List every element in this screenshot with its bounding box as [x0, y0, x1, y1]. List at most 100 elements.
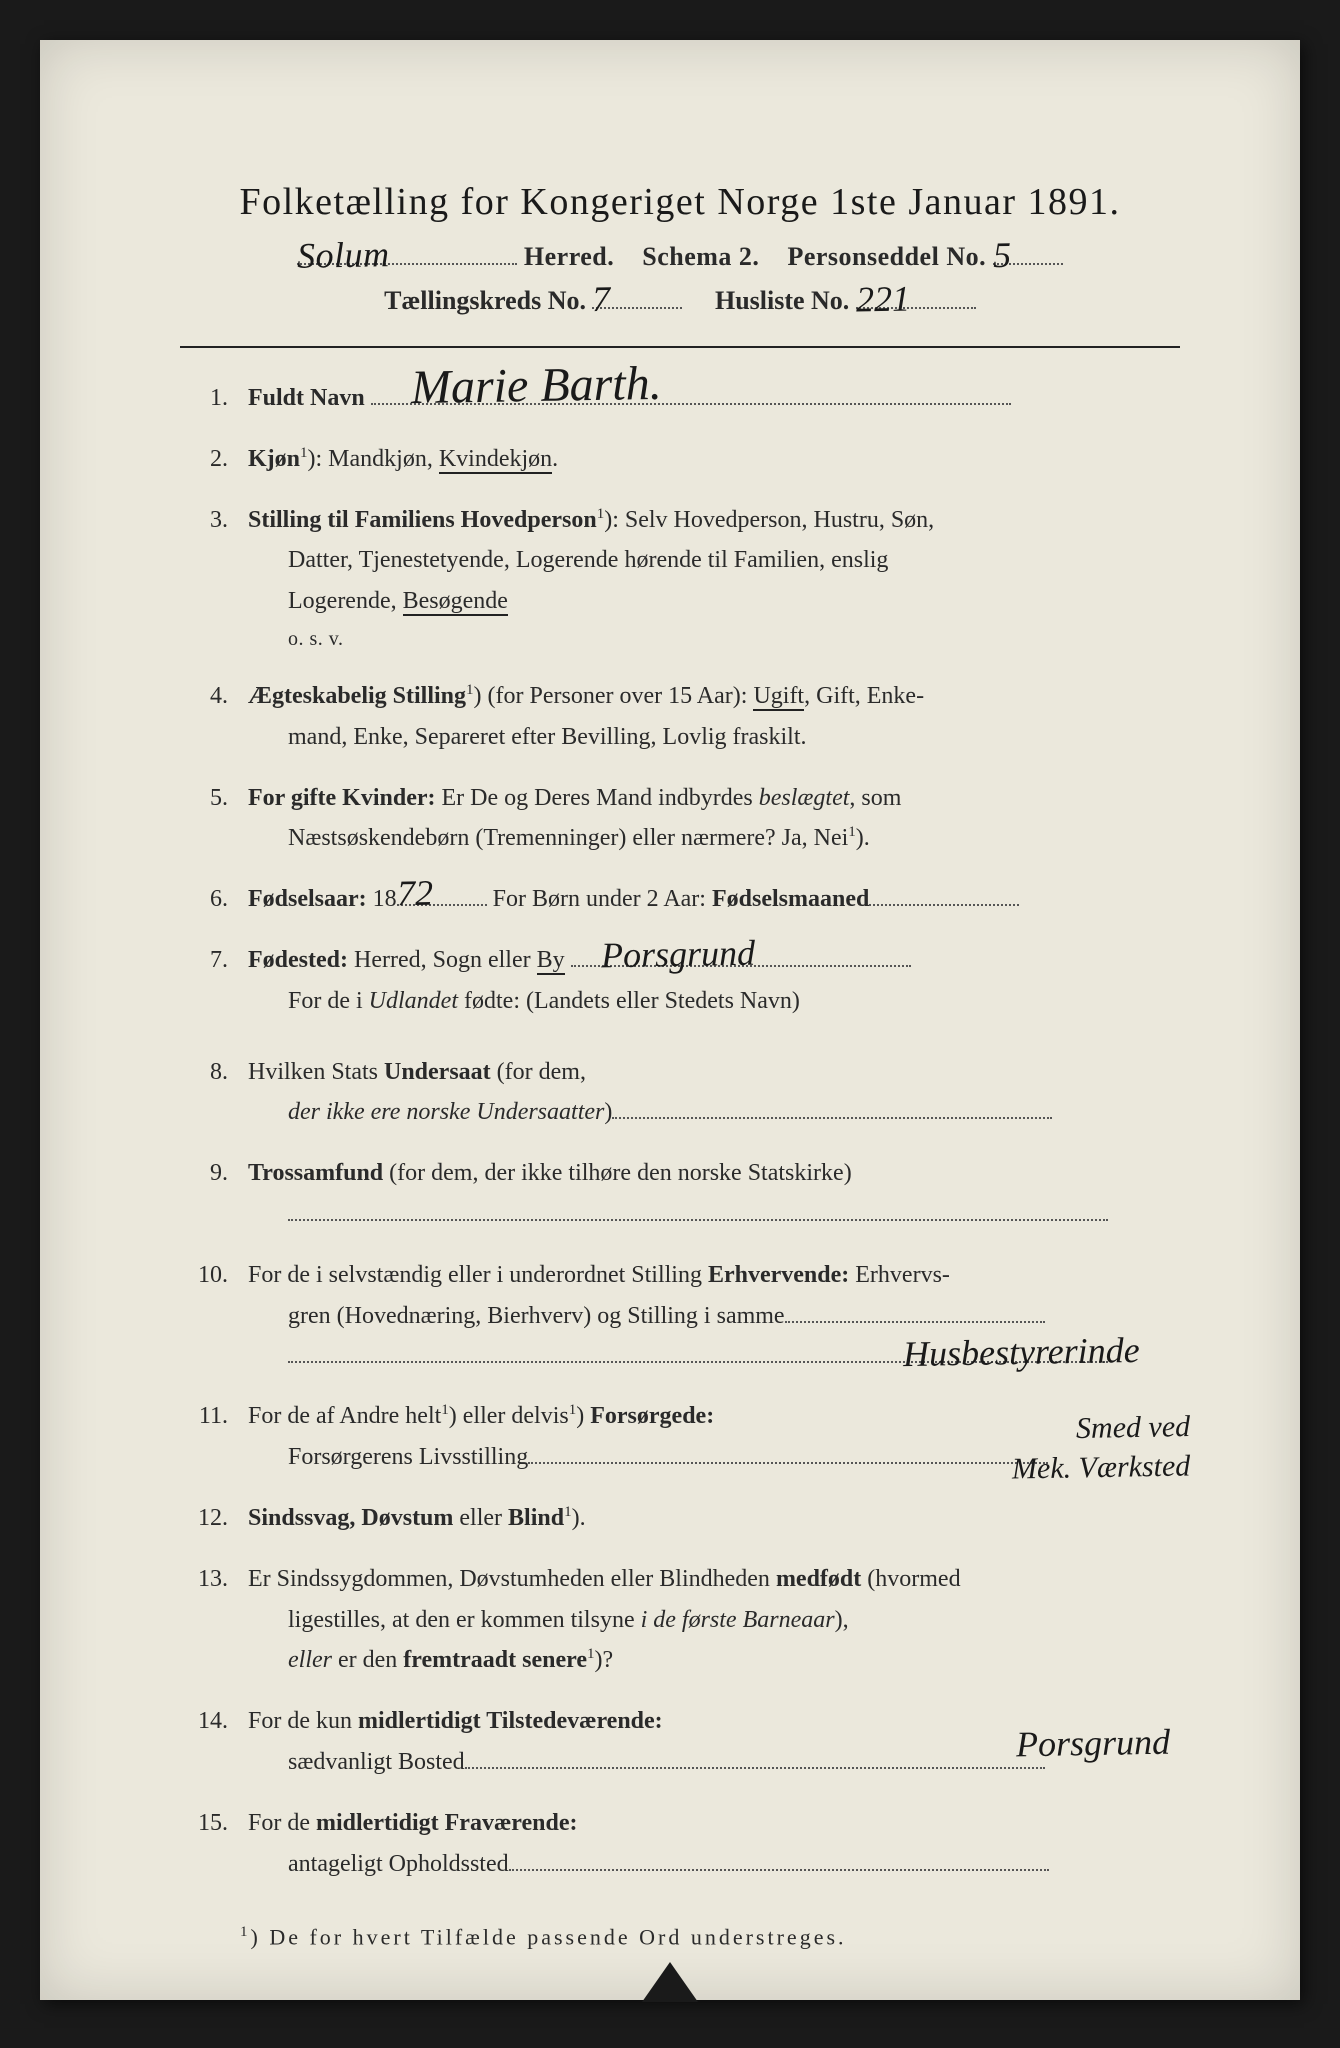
- herred-handwriting: Solum: [297, 233, 390, 277]
- sup: 1: [466, 682, 474, 698]
- fullname-hw: Marie Barth.: [410, 343, 662, 429]
- personseddel-label: Personseddel No.: [787, 242, 986, 271]
- occupation-line2: gren (Hovednæring, Bierhverv) og Stillin…: [288, 1303, 785, 1329]
- disability-label2: Blind: [508, 1505, 564, 1531]
- sex-label: Kjøn: [248, 446, 300, 472]
- entry-num: 7.: [180, 940, 228, 1022]
- entry-11: 11. For de af Andre helt1) eller delvis1…: [180, 1396, 1180, 1478]
- occupation-hw: Husbestyrerinde: [903, 1320, 1141, 1385]
- entry-12: 12. Sindssvag, Døvstum eller Blind1).: [180, 1498, 1180, 1539]
- supported-line1: For de af Andre helt: [248, 1403, 441, 1429]
- entry-num: 1.: [180, 378, 228, 419]
- marital-underlined: Ugift: [753, 683, 804, 711]
- census-form-page: Folketælling for Kongeriget Norge 1ste J…: [40, 40, 1300, 2000]
- sup: 1: [300, 445, 308, 461]
- page-notch: [642, 1962, 698, 2002]
- footnote-sup: 1: [240, 1924, 251, 1940]
- supported-mid: ) eller delvis: [449, 1403, 569, 1429]
- temp-present-line1: For de kun: [248, 1708, 358, 1734]
- entry-2: 2. Kjøn1): Mandkjøn, Kvindekjøn.: [180, 439, 1180, 480]
- entry-num: 11.: [180, 1396, 228, 1478]
- entry-num: 5.: [180, 778, 228, 860]
- disability2-line1: Er Sindssygdommen, Døvstumheden eller Bl…: [248, 1566, 776, 1592]
- entry-num: 4.: [180, 676, 228, 758]
- husliste-label: Husliste No.: [715, 286, 849, 315]
- disability2-label2: fremtraadt senere: [403, 1647, 587, 1673]
- relation-underlined: Besøgende: [403, 588, 508, 616]
- entries-list: 1. Fuldt Navn Marie Barth. 2. Kjøn1): Ma…: [180, 378, 1180, 1884]
- entry-num: 3.: [180, 500, 228, 656]
- birthplace-text: Herred, Sogn eller: [348, 947, 537, 973]
- entry-num: 9.: [180, 1153, 228, 1235]
- birthplace-label: Fødested:: [248, 947, 348, 973]
- temp-present-line2: sædvanligt Bosted: [288, 1749, 465, 1775]
- entry-1: 1. Fuldt Navn Marie Barth.: [180, 378, 1180, 419]
- citizen-line1b: (for dem,: [491, 1059, 586, 1085]
- personseddel-no-hw: 5: [993, 234, 1012, 276]
- disability-label: Sindssvag, Døvstum: [248, 1505, 453, 1531]
- relation-line4: o. s. v.: [288, 622, 1180, 656]
- fullname-label: Fuldt Navn: [248, 385, 365, 411]
- marital-line2: mand, Enke, Separeret efter Bevilling, L…: [288, 717, 1180, 758]
- herred-label: Herred.: [524, 242, 614, 271]
- sup: 1: [441, 1402, 449, 1418]
- birthyear-label: Fødselsaar:: [248, 886, 367, 912]
- entry-14: 14. For de kun midlertidigt Tilstedevære…: [180, 1701, 1180, 1783]
- birthplace-line2b: fødte: (Landets eller Stedets Navn): [458, 988, 800, 1014]
- temp-absent-line1: For de: [248, 1810, 316, 1836]
- marital-label: Ægteskabelig Stilling: [248, 683, 466, 709]
- birthplace-hw: Porsgrund: [600, 922, 755, 986]
- married-line1: Er De og Deres Mand indbyrdes: [436, 785, 759, 811]
- married-line2: Næstsøskendebørn (Tremenninger) eller næ…: [288, 825, 848, 851]
- sex-underlined: Kvindekjøn: [439, 446, 552, 474]
- header-rule: [180, 346, 1180, 348]
- entry-num: 6.: [180, 879, 228, 920]
- footnote: 1) De for hvert Tilfælde passende Ord un…: [180, 1924, 1180, 1950]
- sex-tail: .: [552, 446, 558, 472]
- birthyear-prefix: 18: [367, 886, 397, 912]
- entry-num: 15.: [180, 1803, 228, 1885]
- temp-present-hw: Porsgrund: [1015, 1712, 1170, 1776]
- temp-absent-label: midlertidigt Fraværende:: [316, 1810, 578, 1836]
- kreds-label: Tællingskreds No.: [384, 286, 586, 315]
- supported-line1b: ): [576, 1403, 590, 1429]
- marital-line1a: ) (for Personer over 15 Aar):: [474, 683, 754, 709]
- footnote-text: ) De for hvert Tilfælde passende Ord und…: [251, 1925, 847, 1950]
- supported-hw2: Mek. Værksted: [1011, 1441, 1190, 1495]
- disability2-line3: er den: [332, 1647, 403, 1673]
- entry-num: 10.: [180, 1255, 228, 1377]
- birthplace-line2: For de i: [288, 988, 369, 1014]
- relation-line1: ): Selv Hovedperson, Hustru, Søn,: [604, 507, 934, 533]
- entry-3: 3. Stilling til Familiens Hovedperson1):…: [180, 500, 1180, 656]
- married-ital: beslægtet: [759, 785, 850, 811]
- entry-num: 8.: [180, 1052, 228, 1134]
- header-line-3: Tællingskreds No. 7 Husliste No. 221: [180, 286, 1180, 316]
- disability2-line1b: (hvormed: [861, 1566, 960, 1592]
- entry-num: 13.: [180, 1559, 228, 1681]
- religion-label: Trossamfund: [248, 1160, 383, 1186]
- relation-label: Stilling til Familiens Hovedperson: [248, 507, 597, 533]
- birthyear-hw: 72: [396, 862, 433, 924]
- birthyear-mid: For Børn under 2 Aar:: [487, 886, 712, 912]
- schema-label: Schema 2.: [642, 242, 759, 271]
- citizen-line1: Hvilken Stats: [248, 1059, 384, 1085]
- occupation-line1: For de i selvstændig eller i underordnet…: [248, 1262, 708, 1288]
- relation-line2: Datter, Tjenestetyende, Logerende hørend…: [288, 540, 1180, 581]
- birthplace-under: By: [537, 947, 565, 975]
- entry-15: 15. For de midlertidigt Fraværende: anta…: [180, 1803, 1180, 1885]
- entry-9: 9. Trossamfund (for dem, der ikke tilhør…: [180, 1153, 1180, 1235]
- married-label: For gifte Kvinder:: [248, 785, 436, 811]
- supported-line2: Forsørgerens Livsstilling: [288, 1444, 528, 1470]
- temp-absent-line2: antageligt Opholdssted: [288, 1851, 509, 1877]
- entry-5: 5. For gifte Kvinder: Er De og Deres Man…: [180, 778, 1180, 860]
- husliste-no-hw: 221: [855, 278, 910, 321]
- kreds-no-hw: 7: [592, 278, 611, 320]
- disability2-line3ital: eller: [288, 1647, 332, 1673]
- sup: 1: [564, 1504, 572, 1520]
- disability-mid: eller: [453, 1505, 508, 1531]
- temp-present-label: midlertidigt Tilstedeværende:: [358, 1708, 663, 1734]
- entry-num: 12.: [180, 1498, 228, 1539]
- disability-tail: ).: [572, 1505, 586, 1531]
- citizen-ital: der ikke ere norske Undersaatter: [288, 1099, 604, 1125]
- religion-text: (for dem, der ikke tilhøre den norske St…: [383, 1160, 852, 1186]
